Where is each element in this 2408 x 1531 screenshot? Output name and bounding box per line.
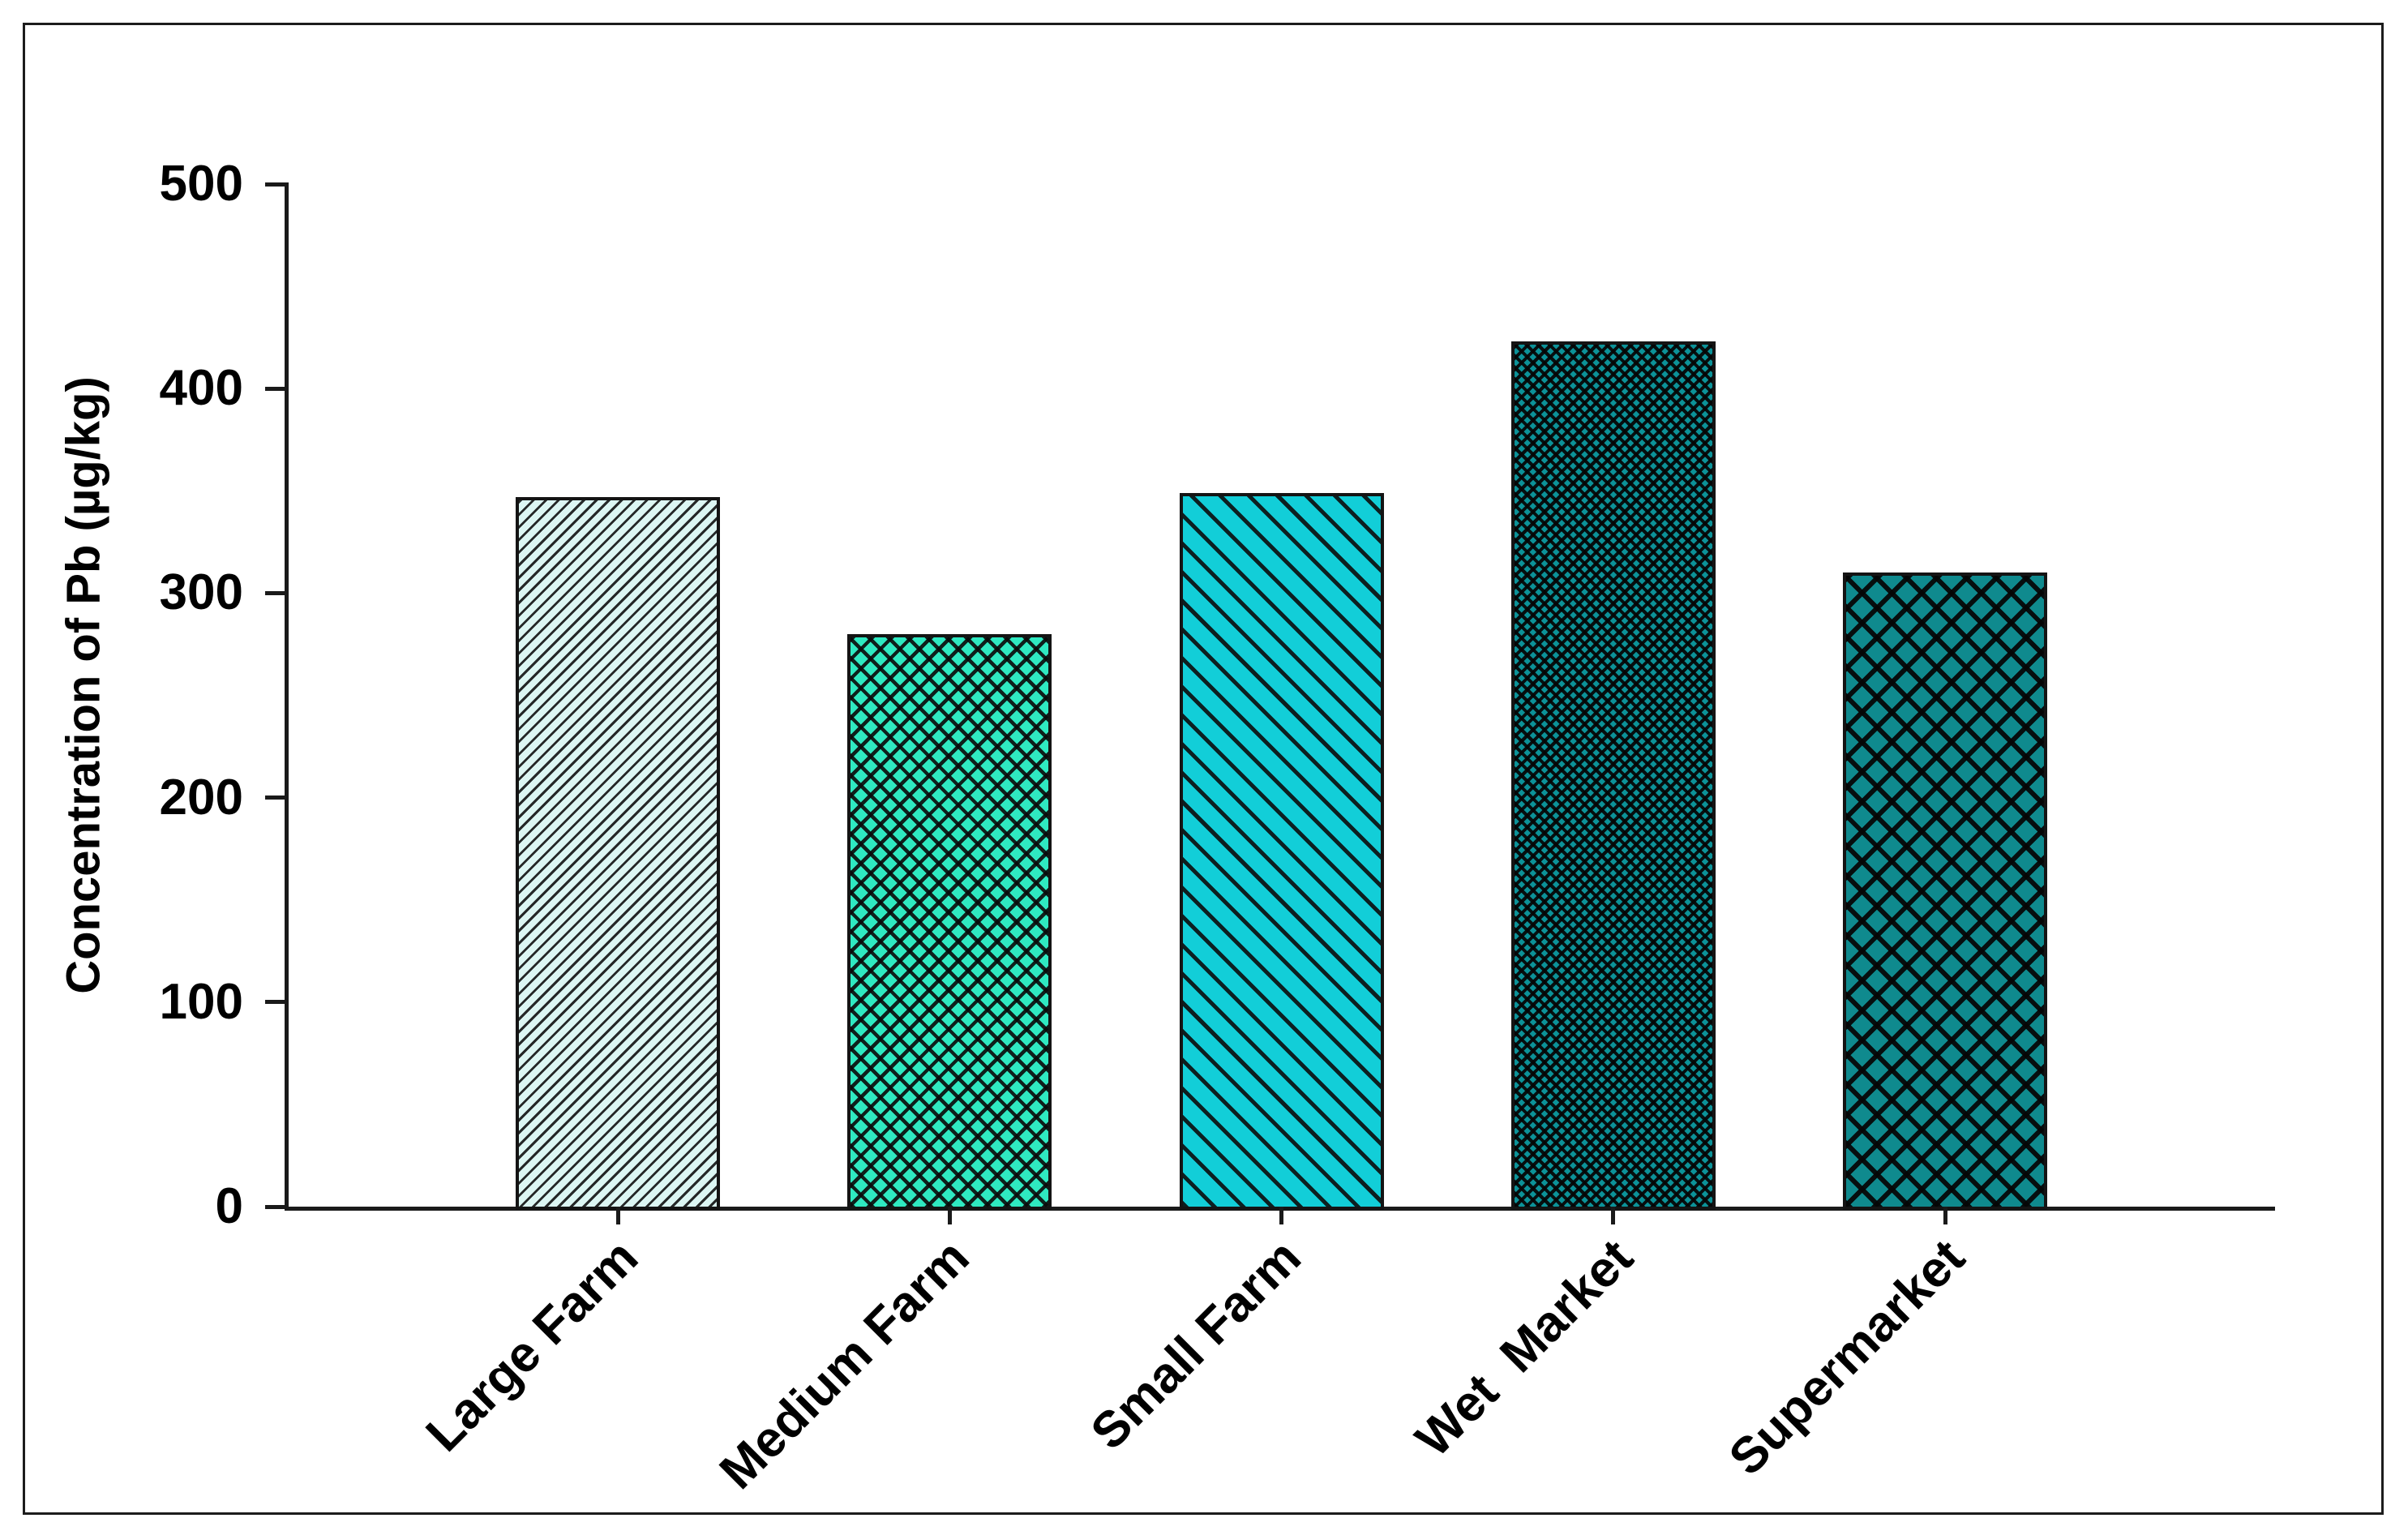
y-axis-title: Concentration of Pb (µg/kg): [57, 376, 110, 994]
y-tick-label-200: 200: [159, 769, 243, 826]
y-axis-line: [285, 182, 289, 1211]
y-tick-mark-0: [265, 1204, 286, 1209]
y-tick-label-300: 300: [159, 564, 243, 621]
y-tick-label-500: 500: [159, 156, 243, 212]
y-tick-label-100: 100: [159, 973, 243, 1030]
y-tick-label-400: 400: [159, 360, 243, 417]
bar-supermarket: [1843, 573, 2047, 1210]
y-tick-label-0: 0: [215, 1178, 243, 1234]
x-tick-mark-wet-market: [1611, 1207, 1616, 1224]
x-tick-mark-large-farm: [615, 1207, 620, 1224]
x-tick-mark-small-farm: [1279, 1207, 1284, 1224]
bar-wet-market: [1510, 341, 1716, 1210]
x-tick-mark-medium-farm: [947, 1207, 952, 1224]
x-tick-mark-supermarket: [1943, 1207, 1947, 1224]
y-tick-mark-500: [265, 182, 286, 187]
y-tick-mark-100: [265, 1000, 286, 1005]
y-tick-mark-300: [265, 590, 286, 595]
y-tick-mark-400: [265, 386, 286, 391]
bar-large-farm: [516, 496, 721, 1210]
figure-border: [23, 23, 2384, 1515]
bar-small-farm: [1179, 492, 1384, 1210]
bar-medium-farm: [847, 633, 1052, 1210]
y-tick-mark-200: [265, 796, 286, 800]
